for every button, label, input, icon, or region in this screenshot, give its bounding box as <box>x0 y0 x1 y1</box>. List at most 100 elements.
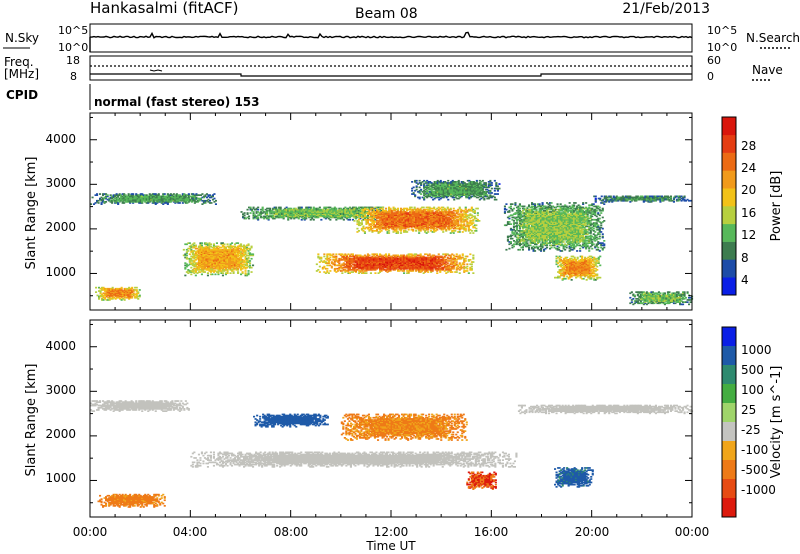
heatmap-cell <box>368 261 371 263</box>
heatmap-cell <box>246 254 249 257</box>
heatmap-cell <box>330 254 333 257</box>
heatmap-cell <box>357 272 360 274</box>
heatmap-cell <box>409 256 412 259</box>
heatmap-cell <box>185 265 188 268</box>
heatmap-cell <box>284 211 287 213</box>
heatmap-cell <box>368 256 371 259</box>
heatmap-cell <box>341 266 344 269</box>
heatmap-cell <box>113 296 116 299</box>
heatmap-cell <box>407 264 410 267</box>
heatmap-cell <box>153 202 156 204</box>
heatmap-cell <box>174 201 177 203</box>
heatmap-cell <box>121 196 124 199</box>
heatmap-cell <box>208 202 211 204</box>
heatmap-cell <box>206 253 209 256</box>
heatmap-cell <box>333 267 336 270</box>
heatmap-cell <box>404 265 407 268</box>
heatmap-cell <box>228 267 231 270</box>
heatmap-cell <box>141 202 144 204</box>
heatmap-cell <box>231 257 234 260</box>
heatmap-cell <box>126 295 129 298</box>
heatmap-cell <box>291 213 294 215</box>
noise-left-tick-top: 10^5 <box>58 24 88 37</box>
heatmap-cell <box>354 208 357 211</box>
heatmap-cell <box>129 290 132 292</box>
heatmap-cell <box>243 265 246 268</box>
heatmap-cell <box>135 290 138 292</box>
heatmap-cell <box>205 262 208 264</box>
heatmap-cell <box>366 264 369 267</box>
heatmap-cell <box>354 216 357 219</box>
heatmap-cell <box>191 245 194 248</box>
heatmap-cell <box>129 287 132 290</box>
heatmap-cell <box>354 206 357 209</box>
heatmap-cell <box>215 254 218 257</box>
heatmap-cell <box>199 256 202 259</box>
heatmap-cell <box>252 217 255 220</box>
heatmap-cell <box>129 294 132 297</box>
heatmap-cell <box>132 197 135 200</box>
heatmap-cell <box>350 207 353 210</box>
heatmap-cell <box>275 213 278 215</box>
heatmap-cell <box>181 202 184 204</box>
heatmap-cell <box>223 270 226 272</box>
heatmap-cell <box>187 195 190 198</box>
heatmap-cell <box>229 257 232 260</box>
heatmap-cell <box>123 202 126 204</box>
heatmap-cell <box>135 292 138 295</box>
heatmap-cell <box>267 216 270 219</box>
heatmap-cell <box>275 208 278 211</box>
heatmap-cell <box>188 245 191 248</box>
heatmap-cell <box>327 257 330 260</box>
heatmap-cell <box>99 290 102 292</box>
heatmap-cell <box>360 269 363 271</box>
heatmap-cell <box>135 198 138 201</box>
heatmap-cell <box>99 295 102 298</box>
heatmap-cell <box>218 267 221 270</box>
heatmap-cell <box>221 267 224 270</box>
heatmap-cell <box>107 292 110 295</box>
heatmap-cell <box>174 195 177 198</box>
heatmap-cell <box>279 214 282 217</box>
heatmap-cell <box>98 286 101 289</box>
heatmap-cell <box>419 269 422 271</box>
heatmap-cell <box>117 195 120 198</box>
heatmap-cell <box>335 271 338 273</box>
heatmap-cell <box>386 261 389 263</box>
heatmap-cell <box>169 196 172 199</box>
heatmap-cell <box>217 270 220 272</box>
heatmap-cell <box>202 263 205 266</box>
heatmap-cell <box>357 212 360 214</box>
heatmap-cell <box>110 294 113 297</box>
heatmap-cell <box>228 266 231 269</box>
heatmap-cell <box>138 201 141 203</box>
heatmap-cell <box>208 251 211 253</box>
heatmap-cell <box>168 196 171 199</box>
heatmap-cell <box>403 259 406 261</box>
heatmap-cell <box>241 250 244 252</box>
heatmap-cell <box>339 213 342 215</box>
heatmap-cell <box>354 261 357 263</box>
heatmap-cell <box>162 194 165 196</box>
heatmap-cell <box>191 255 194 258</box>
heatmap-cell <box>345 212 348 214</box>
heatmap-cell <box>270 216 273 219</box>
heatmap-cell <box>209 263 212 266</box>
heatmap-cell <box>247 244 250 247</box>
heatmap-cell <box>290 216 293 219</box>
heatmap-cell <box>407 262 410 264</box>
heatmap-cell <box>339 254 342 257</box>
heatmap-cell <box>407 263 410 266</box>
heatmap-cell <box>196 257 199 260</box>
heatmap-cell <box>284 215 287 218</box>
heatmap-cell <box>148 193 151 195</box>
heatmap-cell <box>323 209 326 212</box>
heatmap-cell <box>353 213 356 215</box>
frequency-panel: Freq. [MHz] 18 8 60 0 Nave <box>4 54 783 83</box>
heatmap-cell <box>191 260 194 262</box>
heatmap-cell <box>145 199 148 202</box>
heatmap-cell <box>105 293 108 296</box>
heatmap-cell <box>276 211 279 213</box>
heatmap-cell <box>185 256 188 259</box>
heatmap-cell <box>147 196 150 199</box>
